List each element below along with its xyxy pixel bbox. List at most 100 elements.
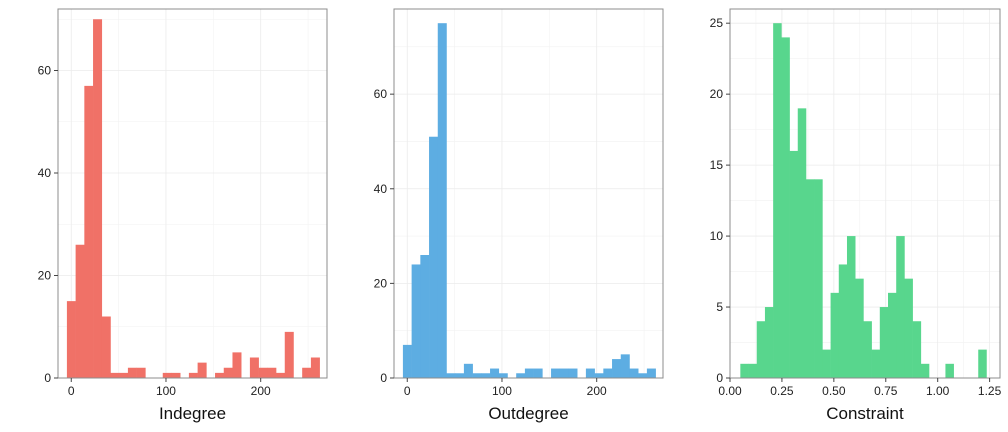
constraint-bar [822, 349, 831, 378]
indegree-bar [93, 19, 103, 378]
constraint-y-tick-label: 5 [716, 300, 723, 314]
indegree-bar [171, 372, 181, 378]
outdegree-x-tick-label: 100 [492, 384, 512, 398]
indegree-bar [110, 372, 120, 378]
constraint-bar [863, 321, 872, 378]
constraint-bar [945, 363, 954, 378]
constraint-bar [879, 307, 889, 378]
indegree-histogram-panel: 0 100 200 0 20 40 60 Indegree [38, 8, 328, 423]
constraint-y-tick-label: 0 [716, 371, 723, 385]
indegree-bar [188, 372, 198, 378]
indegree-bar [232, 352, 242, 378]
outdegree-histogram-panel: 0 100 200 0 20 40 60 Outdegree [374, 8, 664, 423]
indegree-bar [310, 357, 320, 378]
indegree-bar [258, 367, 268, 378]
constraint-bar [920, 363, 930, 378]
indegree-bar [302, 367, 312, 378]
constraint-x-tick-label: 1.25 [978, 384, 1002, 398]
indegree-bar [223, 367, 233, 378]
outdegree-bar [411, 264, 421, 378]
constraint-bar [871, 349, 881, 378]
outdegree-bar [420, 255, 430, 378]
outdegree-panel-border [393, 8, 664, 379]
constraint-bar [789, 150, 799, 378]
outdegree-bar [429, 136, 439, 378]
outdegree-bar [437, 23, 447, 378]
indegree-y-tick-label: 20 [38, 269, 52, 283]
outdegree-bar [472, 373, 482, 378]
indegree-y-tick-label: 0 [44, 371, 51, 385]
outdegree-bar [516, 373, 526, 378]
constraint-bar [740, 363, 749, 378]
indegree-x-axis-title: Indegree [159, 404, 226, 423]
outdegree-bar [612, 359, 622, 378]
constraint-bar [773, 23, 782, 378]
indegree-panel-border [57, 8, 328, 379]
outdegree-bar [551, 368, 561, 378]
indegree-bar [75, 244, 85, 378]
constraint-bar [764, 307, 774, 378]
constraint-y-tick-label: 15 [710, 158, 724, 172]
outdegree-bar [594, 373, 604, 378]
outdegree-bar [455, 373, 465, 378]
indegree-bar [267, 367, 277, 378]
constraint-x-tick-label: 0.75 [874, 384, 898, 398]
outdegree-bar [402, 344, 412, 378]
constraint-y-tick-label: 20 [710, 87, 724, 101]
indegree-bar [249, 357, 259, 378]
indegree-bar [162, 372, 172, 378]
outdegree-bar [559, 368, 569, 378]
outdegree-bar [446, 373, 456, 378]
indegree-bar [84, 85, 94, 378]
outdegree-x-tick-label: 200 [587, 384, 607, 398]
constraint-x-axis-title: Constraint [826, 404, 904, 423]
constraint-bar [888, 292, 897, 378]
constraint-bar [846, 236, 856, 378]
constraint-x-tick-label: 0.50 [822, 384, 846, 398]
indegree-bar [136, 367, 146, 378]
indegree-x-tick-label: 0 [68, 384, 75, 398]
outdegree-bar [524, 368, 534, 378]
indegree-bar [101, 316, 111, 378]
constraint-y-tick-label: 25 [710, 16, 724, 30]
outdegree-y-tick-label: 40 [374, 182, 388, 196]
indegree-bar [66, 301, 76, 378]
constraint-y-tick-label: 10 [710, 229, 724, 243]
constraint-bar [855, 278, 864, 378]
outdegree-y-tick-label: 0 [380, 371, 387, 385]
constraint-bar [838, 264, 848, 378]
constraint-bar [904, 278, 913, 378]
constraint-x-tick-label: 0.25 [770, 384, 794, 398]
constraint-bar [805, 179, 815, 378]
constraint-x-tick-label: 1.00 [926, 384, 950, 398]
indegree-bar [284, 331, 294, 378]
outdegree-bar [603, 368, 613, 378]
constraint-bar [748, 363, 758, 378]
constraint-bar [912, 321, 922, 378]
indegree-bar [127, 367, 137, 378]
outdegree-y-tick-label: 20 [374, 276, 388, 290]
indegree-bar [215, 372, 225, 378]
constraint-bar [797, 108, 807, 378]
indegree-bar [197, 362, 207, 378]
outdegree-x-axis-title: Outdegree [488, 404, 568, 423]
outdegree-bar [646, 368, 656, 378]
outdegree-bar [568, 368, 578, 378]
outdegree-bar [481, 373, 491, 378]
constraint-bar [896, 236, 905, 378]
constraint-bar [830, 292, 840, 378]
indegree-y-tick-label: 60 [38, 64, 52, 78]
constraint-x-tick-label: 0.00 [718, 384, 742, 398]
outdegree-bar [463, 363, 473, 378]
outdegree-bar [620, 354, 630, 378]
outdegree-bar [498, 373, 508, 378]
indegree-y-tick-label: 40 [38, 166, 52, 180]
constraint-bar [978, 349, 987, 378]
constraint-panel-border [729, 8, 1001, 379]
outdegree-y-tick-label: 60 [374, 87, 388, 101]
indegree-bar [119, 372, 129, 378]
outdegree-x-tick-label: 0 [404, 384, 411, 398]
constraint-bar [781, 37, 790, 379]
indegree-x-tick-label: 100 [156, 384, 176, 398]
